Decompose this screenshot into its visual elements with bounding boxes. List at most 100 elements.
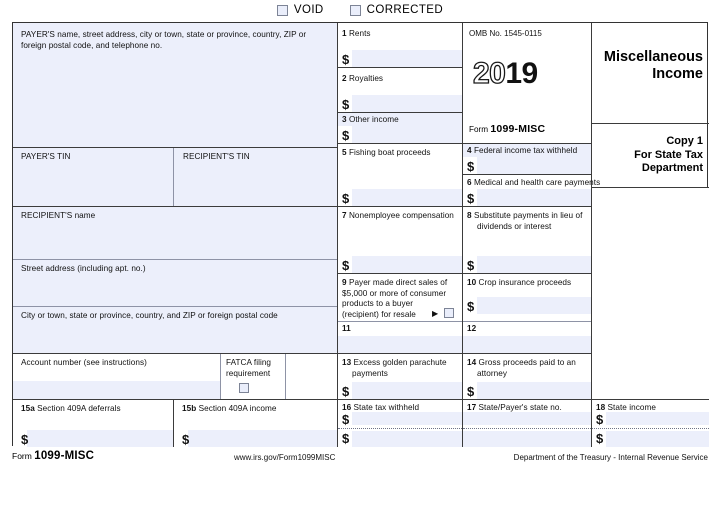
box13-input[interactable] <box>352 382 462 399</box>
rule-box6 <box>463 206 591 207</box>
rule-box10 <box>463 321 591 322</box>
recipient-tin-field[interactable] <box>174 148 337 206</box>
box1-input[interactable] <box>352 50 462 67</box>
box2-currency: $ <box>342 97 350 112</box>
box9-checkbox[interactable] <box>444 308 454 318</box>
corrected-checkbox[interactable] <box>349 4 361 16</box>
form-title: Miscellaneous Income <box>592 49 703 83</box>
footer-url[interactable]: www.irs.gov/Form1099MISC <box>234 453 336 462</box>
box16-divider <box>338 428 462 429</box>
copy-blank-area <box>592 188 709 399</box>
rule-box11 <box>338 353 462 354</box>
city-state-zip-label: City or town, state or province, country… <box>21 311 278 320</box>
box15b-label: 15b Section 409A income <box>182 404 277 413</box>
rule-payer-bottom <box>13 147 337 148</box>
box6-input[interactable] <box>477 189 591 206</box>
box15a-currency: $ <box>21 432 29 447</box>
rule-title-bottom <box>592 123 709 124</box>
box12-input[interactable] <box>463 336 591 353</box>
col-rule-2 <box>462 23 463 399</box>
payer-address-field[interactable] <box>13 23 337 147</box>
box6-currency: $ <box>467 191 475 206</box>
box11-label: 11 <box>342 324 351 333</box>
omb-number: OMB No. 1545-0115 <box>469 29 542 38</box>
rule-box1 <box>338 67 462 68</box>
rule-tin-bottom <box>13 206 337 207</box>
box14-currency: $ <box>467 384 475 399</box>
recipient-name-field[interactable] <box>13 207 337 259</box>
box7-input[interactable] <box>352 256 462 273</box>
rule-box4 <box>463 174 591 175</box>
box11-input[interactable] <box>338 336 462 353</box>
box18-input-top[interactable] <box>606 412 709 425</box>
box3-label-strip <box>338 113 462 126</box>
box6-label: 6 Medical and health care payments <box>467 178 601 187</box>
box15a-input[interactable] <box>27 430 173 447</box>
account-number-field[interactable] <box>13 381 220 399</box>
box9-cell <box>338 274 462 321</box>
rule-recipient-name <box>13 259 337 260</box>
copy-line-2: For State Tax <box>634 148 703 161</box>
box17-input-bottom[interactable] <box>463 431 591 447</box>
payer-tin-field[interactable] <box>13 148 173 206</box>
box17-input-top[interactable] <box>463 412 591 425</box>
box16-label: 16 State tax withheld <box>342 403 420 412</box>
box15a-label: 15a Section 409A deferrals <box>21 404 121 413</box>
void-checkbox[interactable] <box>276 4 288 16</box>
account-extra-cell[interactable] <box>286 354 337 399</box>
copy-designation: Copy 1 For State Tax Department <box>592 135 703 176</box>
box7-currency: $ <box>342 258 350 273</box>
fatca-divider-left <box>220 354 221 399</box>
tax-year-yy: 19 <box>505 57 538 90</box>
box16-input-bottom[interactable] <box>352 431 462 447</box>
box18-input-bottom[interactable] <box>606 431 709 447</box>
box16-currency-2: $ <box>342 431 350 446</box>
footer-form-number: Form 1099-MISC <box>12 450 95 462</box>
box17-label: 17 State/Payer's state no. <box>467 403 562 412</box>
rule-box8 <box>463 273 591 274</box>
payer-tin-label: PAYER'S TIN <box>21 152 71 161</box>
rule-box2 <box>338 112 462 113</box>
box15b-currency: $ <box>182 432 190 447</box>
box1-currency: $ <box>342 52 350 67</box>
box4-currency: $ <box>467 159 475 174</box>
tax-year-century: 20 <box>472 57 506 90</box>
box10-input[interactable] <box>477 297 591 314</box>
rule-box12 <box>463 353 591 354</box>
rule-copy-bottom <box>592 187 709 188</box>
box4-label-strip <box>463 144 591 157</box>
form-body: PAYER'S name, street address, city or to… <box>12 22 709 447</box>
rule-17-18 <box>591 400 592 447</box>
rule-bottom-row-top <box>13 399 709 400</box>
box7-label: 7 Nonemployee compensation <box>342 211 454 220</box>
box14-input[interactable] <box>477 382 591 399</box>
box10-currency: $ <box>467 299 475 314</box>
street-address-field[interactable] <box>13 260 337 306</box>
void-corrected-bar: VOID CORRECTED <box>0 0 720 20</box>
rule-box9 <box>338 321 462 322</box>
box5-input[interactable] <box>352 189 462 206</box>
corrected-label: CORRECTED <box>366 4 444 16</box>
box4-input[interactable] <box>477 157 591 174</box>
col-rule-1 <box>337 23 338 399</box>
payer-address-label: PAYER'S name, street address, city or to… <box>21 30 307 50</box>
form-footer: Form 1099-MISC www.irs.gov/Form1099MISC … <box>12 450 708 466</box>
omb-header-cell <box>463 23 591 143</box>
void-label: VOID <box>293 4 324 16</box>
corrected-checkbox-group[interactable]: CORRECTED <box>349 4 444 16</box>
fatca-checkbox[interactable] <box>239 383 249 393</box>
box18-currency-2: $ <box>596 431 604 446</box>
box15b-input[interactable] <box>188 430 337 447</box>
box2-input[interactable] <box>352 95 462 112</box>
box10-label: 10 Crop insurance proceeds <box>467 278 572 287</box>
box13-currency: $ <box>342 384 350 399</box>
box8-input[interactable] <box>477 256 591 273</box>
box3-input[interactable] <box>352 126 462 143</box>
box16-input-top[interactable] <box>352 412 462 425</box>
void-checkbox-group[interactable]: VOID <box>276 4 324 16</box>
city-state-zip-field[interactable] <box>13 307 337 353</box>
tax-year: 2019 <box>472 57 538 90</box>
copy-line-3: Department <box>641 162 703 174</box>
rule-15b-16 <box>337 400 338 447</box>
